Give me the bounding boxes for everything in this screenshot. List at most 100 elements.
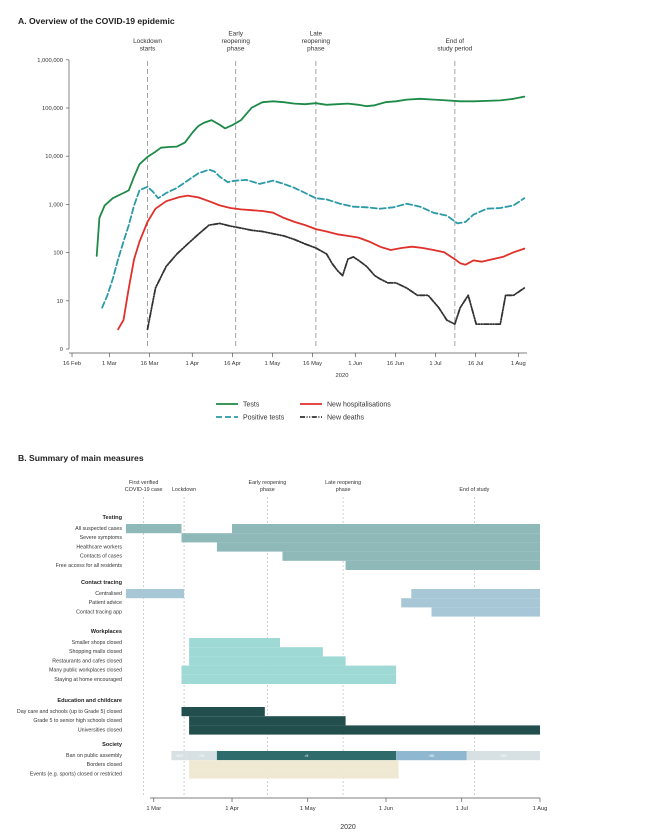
row-label-contacts-of-cases: Contacts of cases: [80, 554, 122, 560]
x-tick-label-16-jun: 16 Jun: [387, 361, 404, 367]
panel-a-epidemic-chart: A. Overview of the COVID-19 epidemic Loc…: [18, 16, 527, 422]
assembly-segment-1: [186, 751, 217, 761]
measure-annotation-label-early-reopening-phase: phase: [260, 487, 275, 493]
legend-label-new-deaths: New deaths: [327, 415, 364, 422]
annotation-label-lockdown-starts: starts: [140, 46, 156, 53]
measures-x-tick-label-1-apr: 1 Apr: [225, 806, 239, 812]
row-label-contact-tracing-app: Contact tracing app: [76, 609, 122, 615]
panel-a-annotations: LockdownstartsEarlyreopeningphaseLatereo…: [133, 30, 473, 349]
measures-x-tick-label-1-mar: 1 Mar: [146, 806, 161, 812]
measure-annotation-label-end-of-study: End of study: [459, 487, 489, 493]
assembly-segment-2: [216, 751, 397, 761]
x-tick-label-1-mar: 1 Mar: [102, 361, 117, 367]
x-tick-label-16-apr: 16 Apr: [224, 361, 241, 367]
measure-bar-all-suspected-cases-1: [232, 524, 540, 534]
y-tick-label-100: 100: [53, 251, 63, 257]
x-tick-label-1-jul: 1 Jul: [429, 361, 441, 367]
measure-annotation-label-early-reopening-phase: Early reopening: [248, 480, 286, 486]
x-tick-label-1-aug: 1 Aug: [511, 361, 526, 367]
annotation-label-late-reopening-phase: Late: [310, 30, 323, 37]
group-title-testing: Testing: [103, 515, 123, 521]
measures-x-tick-label-1-jun: 1 Jun: [379, 806, 393, 812]
row-label-staying-at-home-encouraged: Staying at home encouraged: [54, 677, 122, 683]
measure-bar-contact-tracing-app-0: [431, 607, 540, 617]
x-tick-label-1-may: 1 May: [265, 361, 281, 367]
y-tick-label-1-000-000: 1,000,000: [37, 58, 63, 64]
row-label-grade-5-to-senior-high-schools-closed: Grade 5 to senior high schools closed: [33, 718, 122, 724]
row-label-events-e-g-sports-closed-or-restricted: Events (e.g. sports) closed or restricte…: [30, 771, 122, 777]
y-tick-label-0: 0: [60, 347, 63, 353]
row-label-universities-closed: Universities closed: [78, 727, 122, 733]
measure-bar-free-access-for-all-residents-0: [345, 560, 540, 570]
series-line-new-hospitalisations: [117, 194, 526, 331]
y-tick-label-1-000: 1,000: [48, 202, 63, 208]
measure-bar-centralised-0: [126, 589, 185, 599]
assembly-segment-3: [396, 751, 467, 761]
measure-bar-universities-closed-0: [189, 725, 540, 735]
annotation-label-early-reopening-phase: phase: [227, 46, 245, 53]
measure-annotation-label-late-reopening-phase: Late reopening: [325, 480, 361, 486]
measure-bar-severe-symptoms-0: [181, 533, 540, 543]
x-tick-label-16-mar: 16 Mar: [140, 361, 158, 367]
annotation-label-early-reopening-phase: reopening: [221, 38, 250, 45]
measure-bar-smaller-shops-closed-0: [189, 638, 280, 648]
measures-x-tick-label-1-aug: 1 Aug: [533, 806, 548, 812]
measure-bar-shopping-malls-closed-0: [189, 647, 323, 657]
panel-b-x-axis: 1 Mar 1 Apr 1 May 1 Jun 1 Jul 1 Aug: [146, 797, 548, 812]
panel-a-y-axis: 0 10 100 1,000 10,000 100,000 1,000,000: [37, 58, 70, 353]
measure-bar-grade-5-to-senior-high-schools-closed-0: [189, 716, 346, 726]
group-title-education-and-childcare: Education and childcare: [57, 698, 122, 704]
y-tick-label-10: 10: [57, 299, 63, 305]
panel-b-rows: Testing All suspected cases Severe symptom…: [17, 515, 540, 779]
row-label-ban-on-public-assembly: Ban on public assembly: [66, 753, 122, 759]
assembly-segment-label-2: >5: [305, 754, 309, 758]
assembly-segment-label-0: >500: [175, 754, 182, 758]
series-line-new-deaths: [146, 222, 526, 331]
measure-bar-centralised-1: [411, 589, 540, 599]
row-label-healthcare-workers: Healthcare workers: [76, 544, 122, 550]
row-label-patient-advice: Patient advice: [89, 600, 122, 606]
measure-bar-contacts-of-cases-0: [282, 551, 540, 561]
assembly-segment-4: [466, 751, 540, 761]
panel-a-x-label: 2020: [336, 373, 349, 379]
row-label-many-public-workplaces-closed: Many public workplaces closed: [49, 668, 122, 674]
measure-annotation-label-lockdown: Lockdown: [172, 487, 196, 493]
row-label-free-access-for-all-residents: Free access for all residents: [56, 563, 123, 569]
annotation-label-late-reopening-phase: phase: [307, 46, 325, 53]
measure-bar-borders-closed-0: [189, 760, 399, 770]
measure-bar-restaurants-and-cafes-closed-0: [189, 656, 346, 666]
panel-b-title: B. Summary of main measures: [18, 453, 144, 463]
x-tick-label-16-feb: 16 Feb: [63, 361, 81, 367]
panel-a-x-axis: 16 Feb 1 Mar 16 Mar 1 Apr 16 Apr 1 May 16 May 1…: [63, 352, 527, 367]
row-label-borders-closed: Borders closed: [87, 762, 122, 768]
annotation-label-late-reopening-phase: reopening: [302, 38, 331, 45]
x-tick-label-16-may: 16 May: [303, 361, 322, 367]
legend-label-tests: Tests: [243, 402, 260, 409]
row-label-smaller-shops-closed: Smaller shops closed: [72, 640, 122, 646]
y-tick-label-10-000: 10,000: [45, 154, 63, 160]
panel-b-measures-chart: B. Summary of main measures First verifi…: [17, 453, 548, 831]
annotation-label-lockdown-starts: Lockdown: [133, 38, 162, 45]
row-label-restaurants-and-cafes-closed: Restaurants and cafes closed: [52, 658, 122, 664]
assembly-segment-label-1: >50: [199, 754, 205, 758]
measure-bar-staying-at-home-encouraged-0: [181, 674, 397, 684]
x-tick-label-16-jul: 16 Jul: [468, 361, 483, 367]
panel-b-x-label: 2020: [340, 824, 356, 831]
panel-a-series: [95, 95, 526, 331]
group-title-society: Society: [102, 742, 123, 748]
panel-a-legend: Tests Positive tests New hospitalisations N…: [216, 402, 391, 422]
x-tick-label-1-jun: 1 Jun: [348, 361, 362, 367]
annotation-label-end-of-study-period: End of: [446, 38, 465, 45]
legend-label-new-hospitalisations: New hospitalisations: [327, 402, 391, 409]
y-tick-label-100-000: 100,000: [42, 106, 63, 112]
measure-bar-all-suspected-cases-0: [126, 524, 182, 534]
annotation-label-early-reopening-phase: Early: [228, 30, 243, 37]
assembly-segment-0: [171, 751, 187, 761]
measures-x-tick-label-1-jul: 1 Jul: [456, 806, 468, 812]
row-label-shopping-malls-closed: Shopping malls closed: [69, 649, 122, 655]
measure-bar-day-care-and-schools-up-to-grade-5-closed-0: [181, 707, 265, 717]
legend-label-positive-tests: Positive tests: [243, 415, 285, 422]
measure-annotation-label-late-reopening-phase: phase: [336, 487, 351, 493]
